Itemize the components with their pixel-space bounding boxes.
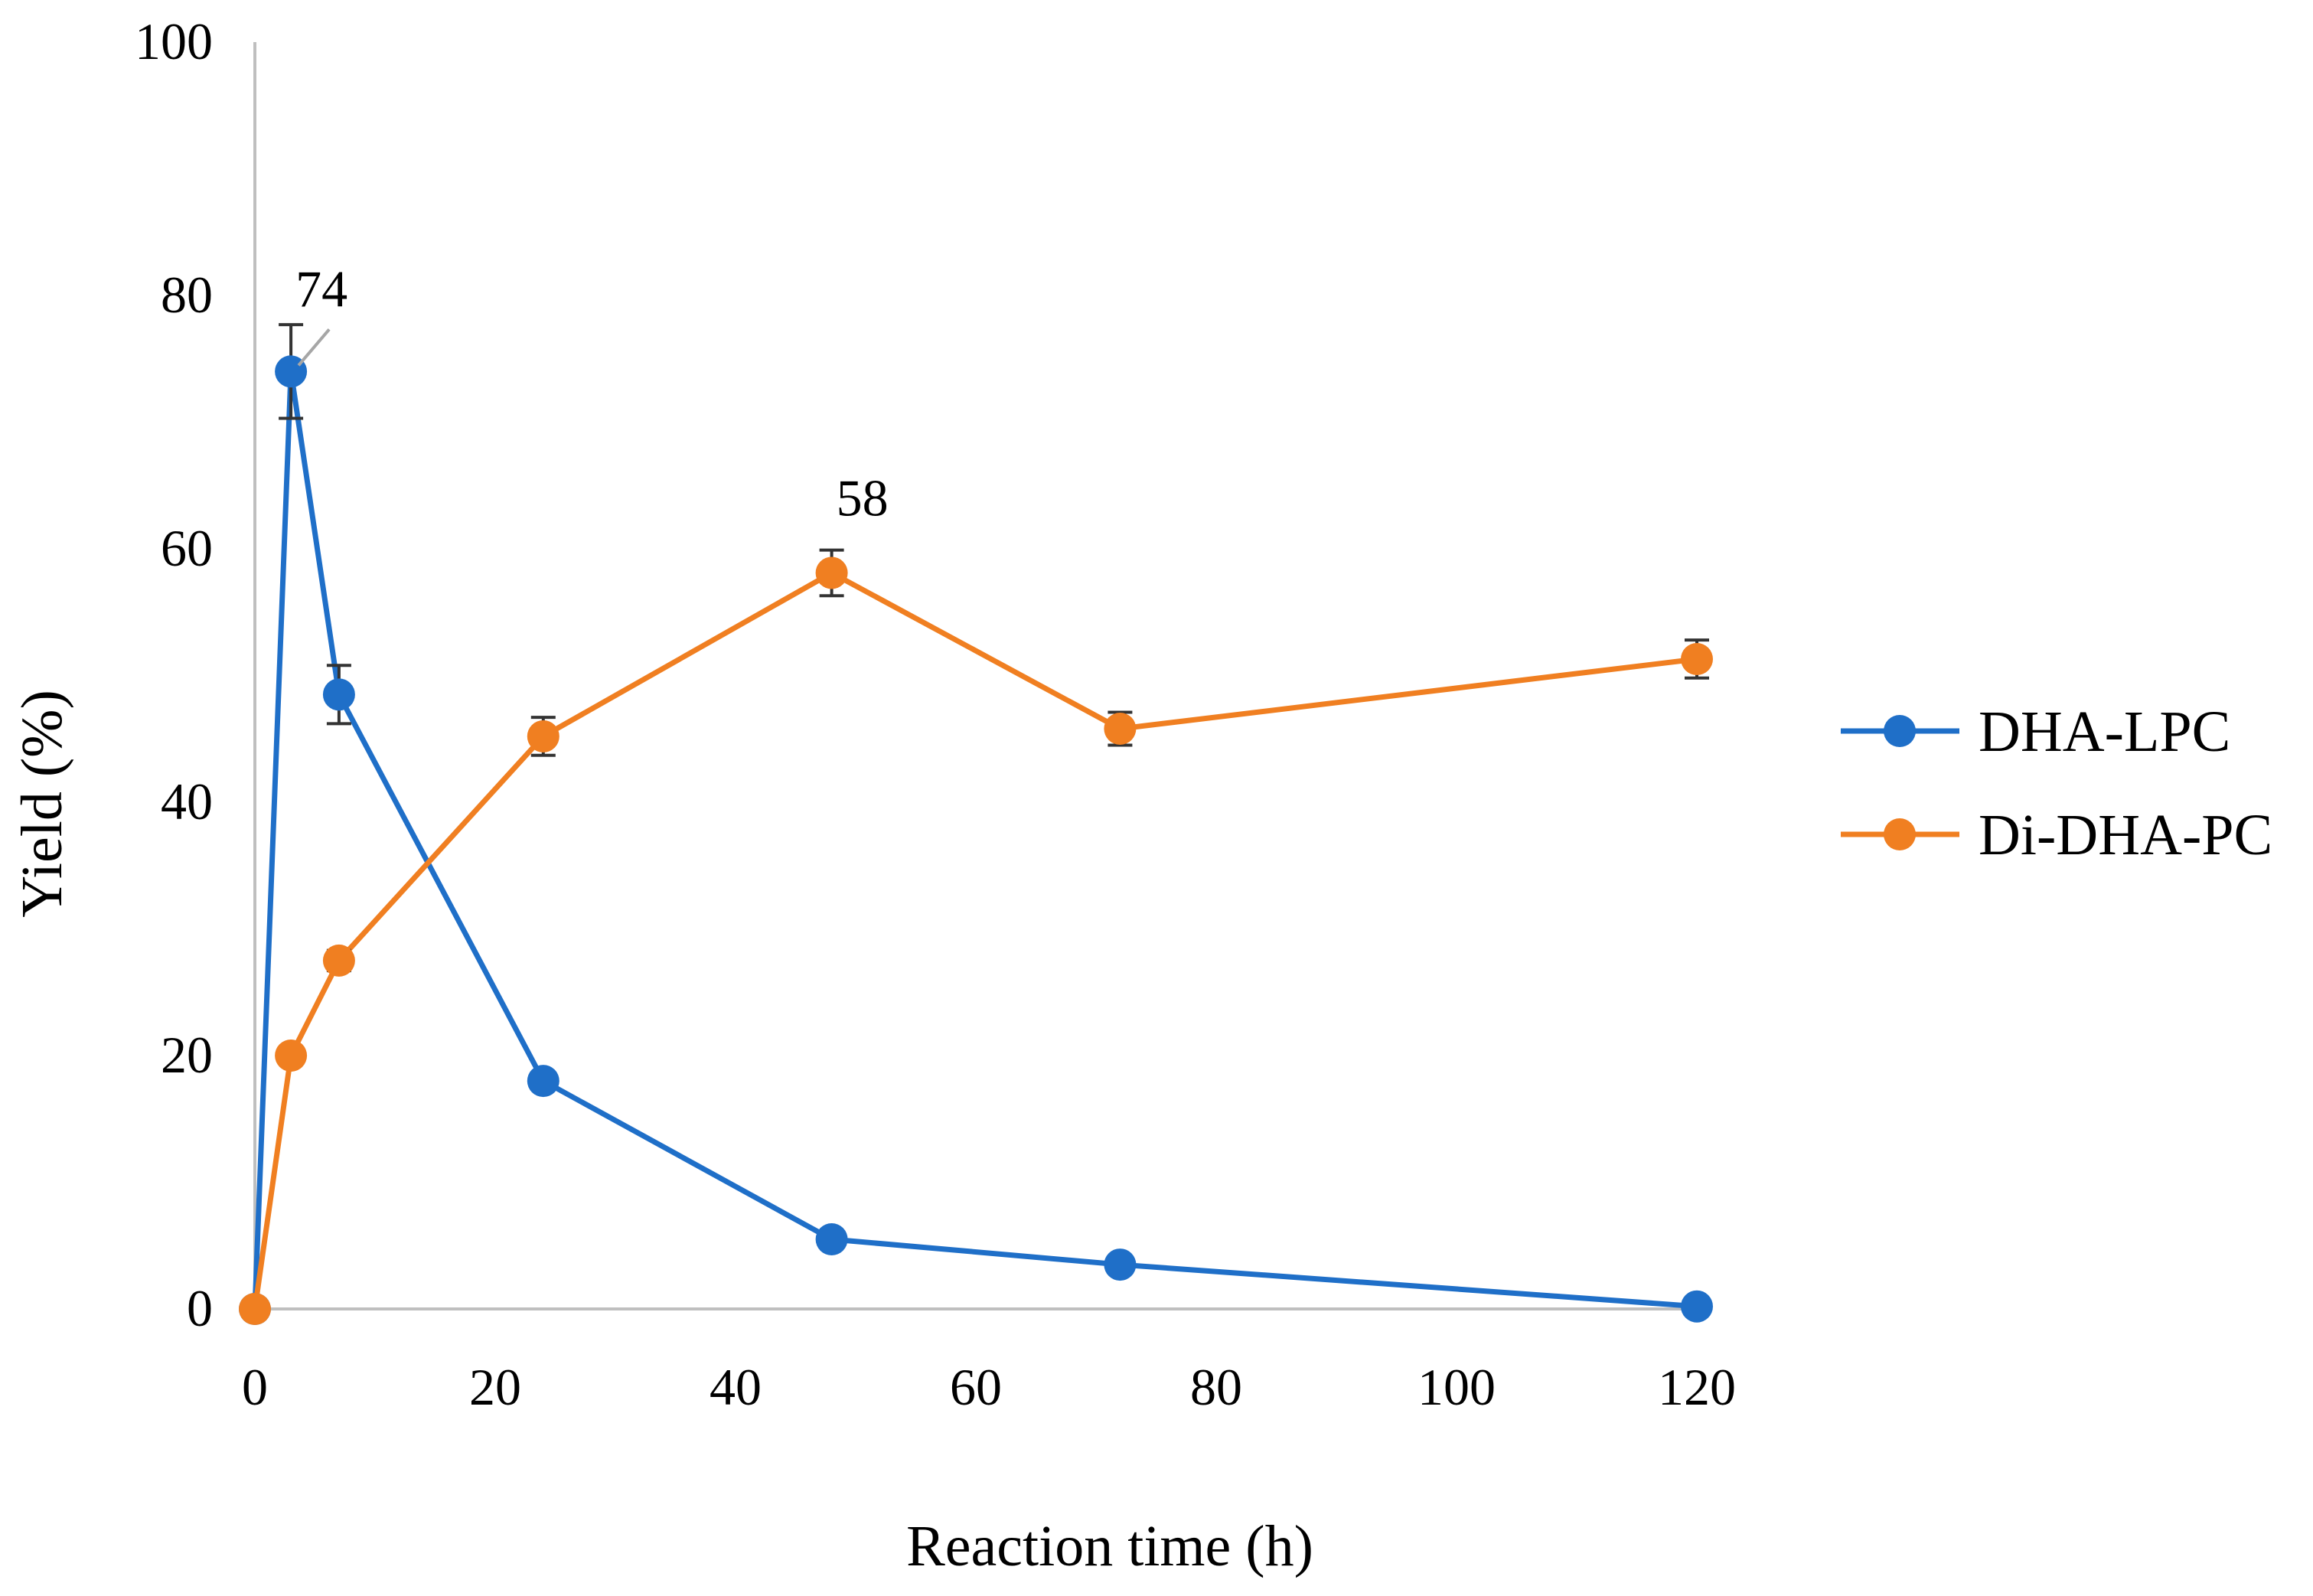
series-di-dha-pc	[239, 548, 1713, 1325]
data-point-di-dha-pc	[275, 1040, 308, 1072]
data-point-di-dha-pc	[239, 1293, 271, 1325]
annotation-leader	[297, 328, 331, 367]
data-point-di-dha-pc	[815, 556, 848, 589]
y-tick-label: 40	[161, 772, 213, 831]
x-tick-label: 100	[1417, 1358, 1496, 1416]
legend-swatch-marker	[1884, 818, 1916, 850]
series-line-dha-lpc	[252, 368, 1698, 1310]
data-point-dha-lpc	[1681, 1290, 1713, 1323]
x-tick-label: 60	[950, 1358, 1002, 1416]
x-tick-label: 80	[1190, 1358, 1242, 1416]
x-tick-label: 40	[710, 1358, 762, 1416]
data-label-peak: 74	[295, 259, 347, 318]
data-point-dha-lpc	[527, 1065, 559, 1098]
legend-label: DHA-LPC	[1979, 700, 2230, 764]
y-axis-title: Yield (%)	[10, 690, 74, 918]
data-point-dha-lpc	[322, 678, 355, 711]
y-tick-label: 80	[161, 266, 213, 324]
data-point-di-dha-pc	[1104, 713, 1137, 746]
series-layer	[239, 323, 1713, 1325]
x-axis-title: Reaction time (h)	[906, 1514, 1313, 1578]
x-tick-label: 120	[1658, 1358, 1736, 1416]
annotation-layer: 74 58	[295, 259, 889, 527]
x-tick-label: 20	[469, 1358, 521, 1416]
legend-label: Di-DHA-PC	[1979, 803, 2272, 867]
data-point-di-dha-pc	[1681, 642, 1713, 675]
data-point-di-dha-pc	[527, 720, 559, 752]
legend: DHA-LPC Di-DHA-PC	[1841, 700, 2272, 867]
data-point-di-dha-pc	[322, 944, 355, 977]
data-label-peak: 58	[837, 468, 889, 527]
data-point-dha-lpc	[815, 1222, 848, 1255]
y-tick-label: 100	[135, 12, 213, 70]
legend-swatch-marker	[1884, 715, 1916, 747]
data-point-dha-lpc	[1104, 1248, 1137, 1281]
axes	[253, 42, 1697, 1310]
legend-item-dha-lpc: DHA-LPC	[1841, 700, 2230, 764]
y-tick-label: 60	[161, 519, 213, 577]
y-tick-label: 0	[187, 1279, 213, 1337]
y-tick-label: 20	[161, 1026, 213, 1084]
legend-item-di-dha-pc: Di-DHA-PC	[1841, 803, 2272, 867]
x-tick-label: 0	[242, 1358, 268, 1416]
tick-labels: 0 20 40 60 80 100 0 20 40 60 80 100 120	[135, 12, 1736, 1416]
